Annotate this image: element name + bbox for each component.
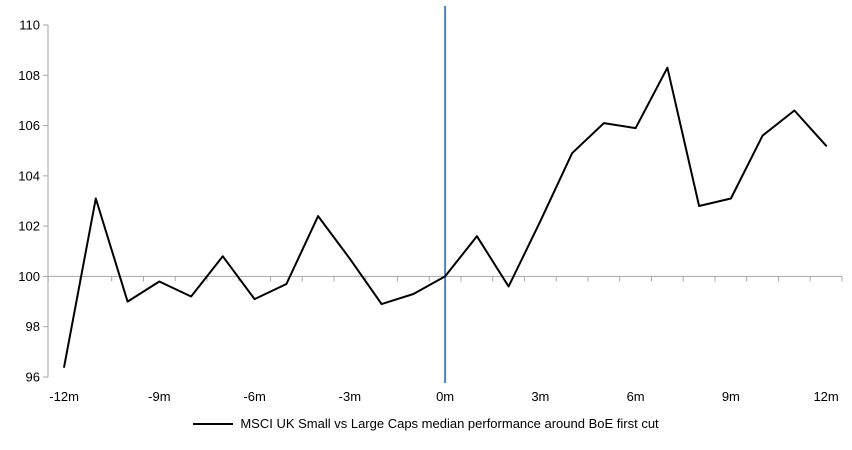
- x-axis-tick-label: -3m: [339, 389, 361, 404]
- y-axis-tick-label: 102: [18, 219, 40, 234]
- y-axis-tick-label: 104: [18, 168, 40, 183]
- y-axis-tick-label: 100: [18, 269, 40, 284]
- x-axis-tick-label: -6m: [243, 389, 265, 404]
- y-axis-tick-label: 108: [18, 68, 40, 83]
- x-axis-tick-label: 3m: [531, 389, 549, 404]
- legend-label: MSCI UK Small vs Large Caps median perfo…: [240, 416, 659, 431]
- x-axis-tick-label: 12m: [813, 389, 838, 404]
- legend-line-swatch: [193, 423, 234, 425]
- x-axis-tick-label: -9m: [148, 389, 170, 404]
- y-axis-tick-label: 98: [26, 319, 40, 334]
- series-line: [63, 66, 828, 368]
- x-axis-tick-label: 6m: [627, 389, 645, 404]
- y-axis-tick-label: 96: [26, 370, 40, 385]
- x-axis-tick-label: 9m: [722, 389, 740, 404]
- y-axis-tick-label: 110: [19, 18, 40, 33]
- y-axis-tick-label: 106: [18, 118, 40, 133]
- legend: MSCI UK Small vs Large Caps median perfo…: [0, 417, 852, 431]
- x-axis-tick-label: 0m: [436, 389, 454, 404]
- x-axis-tick-label: -12m: [49, 389, 79, 404]
